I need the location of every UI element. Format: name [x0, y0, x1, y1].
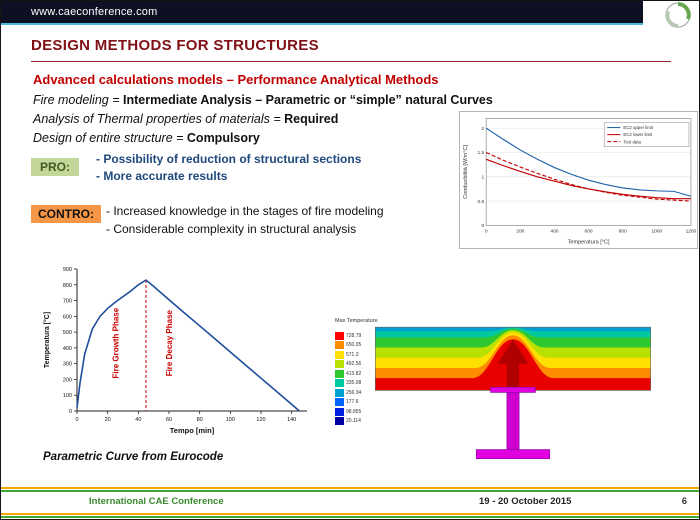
thermal-properties-chart: 0 200 400 600 800 1000 1200 0 0.5 1 1.5 2 Temperatur… [459, 111, 698, 249]
fem-color-legend: 728.79 650.05 571.3 492.56 413.82 335.08 256.3… [335, 331, 361, 426]
footer-divider [1, 487, 699, 492]
fem-legend-entry: 177.6 [335, 398, 361, 408]
svg-text:600: 600 [63, 314, 72, 320]
svg-text:100: 100 [63, 393, 72, 399]
svg-text:0: 0 [485, 228, 488, 234]
svg-text:100: 100 [226, 417, 235, 423]
contro-items: - Increased knowledge in the stages of f… [106, 202, 384, 238]
svg-text:0: 0 [75, 417, 78, 423]
fem-legend-entry: 728.79 [335, 331, 361, 341]
svg-text:700: 700 [63, 299, 72, 305]
svg-text:800: 800 [619, 228, 627, 234]
fem-thermal-figure: Max Temperature 728.79 650.05 571.3 492.56 4… [331, 317, 661, 479]
svg-text:0: 0 [69, 409, 72, 415]
fem-legend-entry: 413.82 [335, 369, 361, 379]
title-divider [31, 61, 671, 62]
svg-text:200: 200 [516, 228, 524, 234]
svg-text:EC2 lower limit: EC2 lower limit [623, 132, 653, 137]
svg-text:800: 800 [63, 283, 72, 289]
contro-item: - Considerable complexity in structural … [106, 222, 357, 236]
svg-text:40: 40 [135, 417, 141, 423]
fem-legend-entry: 492.56 [335, 360, 361, 370]
subtitle: Advanced calculations models – Performan… [33, 72, 439, 87]
footer-date: 19 - 20 October 2015 [479, 496, 572, 507]
page-title: DESIGN METHODS FOR STRUCTURES [31, 37, 319, 54]
fem-beam-section [375, 326, 651, 460]
statement-value: Required [284, 112, 339, 126]
fem-title: Max Temperature [335, 318, 378, 324]
pro-label: PRO: [31, 158, 79, 176]
statement-line: Fire modeling = Intermediate Analysis – … [33, 91, 493, 110]
footer-stripe-green [1, 490, 699, 492]
svg-text:Conducibilità [W/m°C]: Conducibilità [W/m°C] [463, 145, 469, 199]
statement-label: Design of entire structure = [33, 131, 187, 145]
svg-text:500: 500 [63, 330, 72, 336]
statement-label: Fire modeling = [33, 93, 123, 107]
footer-stripe-orange [1, 513, 699, 515]
page-number: 6 [681, 496, 687, 507]
parametric-curve-caption: Parametric Curve from Eurocode [43, 451, 224, 463]
contro-label: CONTRO: [31, 205, 101, 223]
svg-text:0: 0 [482, 223, 485, 229]
svg-text:1200: 1200 [686, 228, 697, 234]
svg-text:120: 120 [256, 417, 265, 423]
statement-line: Analysis of Thermal properties of materi… [33, 110, 493, 129]
svg-text:Fire Growth Phase: Fire Growth Phase [111, 307, 120, 378]
footer-bottom-divider [1, 513, 699, 518]
svg-text:400: 400 [550, 228, 558, 234]
statement-label: Analysis of Thermal properties of materi… [33, 112, 285, 126]
logo-box [641, 2, 691, 28]
svg-text:1.5: 1.5 [477, 150, 484, 156]
thermal-properties-plot: 0 200 400 600 800 1000 1200 0 0.5 1 1.5 2 Temperatur… [463, 118, 697, 246]
top-bar: www.caeconference.com [1, 1, 643, 25]
svg-text:900: 900 [63, 267, 72, 273]
cae-logo-icon [665, 2, 691, 28]
svg-text:60: 60 [166, 417, 172, 423]
svg-text:200: 200 [63, 377, 72, 383]
svg-text:Temperatura [°C]: Temperatura [°C] [43, 312, 51, 368]
svg-text:300: 300 [63, 362, 72, 368]
statements: Fire modeling = Intermediate Analysis – … [33, 91, 493, 148]
fem-legend-entry: 650.05 [335, 341, 361, 351]
svg-text:80: 80 [197, 417, 203, 423]
svg-text:2: 2 [482, 126, 485, 132]
fem-legend-entry: 571.3 [335, 350, 361, 360]
svg-text:1: 1 [482, 175, 485, 181]
pro-items: - Possibility of reduction of structural… [96, 151, 361, 185]
svg-text:Fire Decay Phase: Fire Decay Phase [165, 309, 174, 376]
footer-stripe-green [1, 516, 699, 518]
svg-text:Tempo [min]: Tempo [min] [170, 426, 215, 435]
fem-legend-entry: 98.855 [335, 407, 361, 417]
svg-text:1000: 1000 [651, 228, 662, 234]
svg-text:Temperatura [°C]: Temperatura [°C] [568, 240, 610, 246]
statement-value: Intermediate Analysis – Parametric or “s… [122, 93, 493, 107]
footer-stripe-orange [1, 487, 699, 489]
parametric-curve-chart: 0 20 40 60 80 100 120 140 0 100 200 300 400 500 600 700… [37, 261, 319, 449]
fem-legend-entry: 20.114 [335, 417, 361, 427]
website-url[interactable]: www.caeconference.com [31, 6, 158, 18]
svg-text:0.5: 0.5 [477, 199, 484, 205]
contro-item: - Increased knowledge in the stages of f… [106, 204, 384, 218]
parametric-curve-plot: 0 20 40 60 80 100 120 140 0 100 200 300 400 500 600 700… [43, 267, 307, 435]
svg-text:Test data: Test data [623, 139, 641, 144]
fem-legend-entry: 256.34 [335, 388, 361, 398]
svg-text:400: 400 [63, 346, 72, 352]
pro-item: - More accurate results [96, 169, 228, 183]
svg-text:EC2 upper limit: EC2 upper limit [623, 125, 653, 130]
pro-item: - Possibility of reduction of structural… [96, 152, 362, 166]
statement-line: Design of entire structure = Compulsory [33, 129, 493, 148]
svg-text:140: 140 [287, 417, 296, 423]
footer-conference-name: International CAE Conference [89, 496, 224, 507]
statement-value: Compulsory [186, 131, 260, 145]
svg-text:20: 20 [105, 417, 111, 423]
fem-legend-entry: 335.08 [335, 379, 361, 389]
svg-text:600: 600 [585, 228, 593, 234]
